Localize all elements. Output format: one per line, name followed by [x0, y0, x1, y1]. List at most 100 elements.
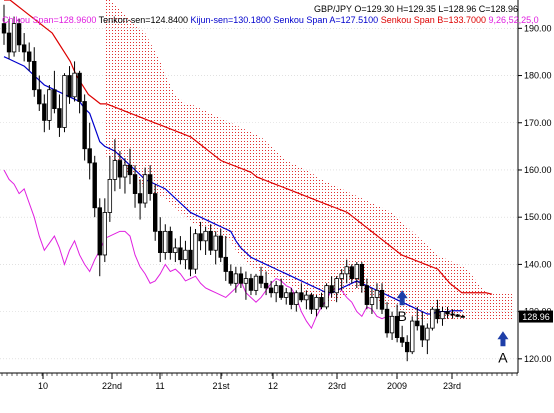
candle	[122, 158, 128, 194]
annotation-label: A	[498, 349, 508, 365]
candle-body	[198, 233, 203, 242]
candle	[258, 266, 264, 289]
y-tick-label: 170.00	[524, 118, 552, 128]
candle-body	[32, 60, 37, 91]
candle	[389, 311, 395, 340]
candle-body	[304, 294, 309, 301]
annotation-label: B	[397, 308, 406, 324]
candle-body	[152, 193, 158, 232]
cloud-area	[104, 0, 514, 322]
candle-body	[430, 308, 435, 329]
candle	[455, 313, 460, 318]
candle-body	[384, 308, 390, 334]
candle-body	[193, 233, 198, 270]
candle	[329, 276, 334, 298]
y-tick-label: 180.00	[524, 71, 552, 81]
candle	[273, 280, 279, 303]
candle-body	[420, 325, 425, 341]
x-tick-label: 2009	[387, 381, 407, 391]
candle-body	[309, 294, 314, 310]
candle-body	[369, 297, 375, 305]
candle	[82, 94, 87, 161]
candle-body	[16, 23, 22, 46]
candle	[278, 278, 284, 300]
x-tick-label: 22nd	[102, 381, 122, 391]
candle	[228, 264, 233, 286]
candle-body	[158, 230, 163, 254]
candle	[460, 314, 465, 318]
candle-body	[339, 273, 344, 279]
symbol-ohlc-readout: GBP/JPY O=129.30 H=129.35 L=128.96 C=128…	[314, 4, 518, 14]
candle-body	[168, 230, 173, 254]
candle-body	[178, 247, 183, 261]
candle	[289, 288, 294, 310]
candle	[243, 271, 249, 300]
candle	[319, 292, 324, 310]
x-tick-label: 23rd	[443, 381, 461, 391]
candle-body	[243, 278, 249, 284]
candle	[233, 266, 239, 293]
candle	[152, 184, 158, 241]
candle	[379, 283, 385, 314]
candle	[1, 4, 7, 45]
y-tick-label: 150.00	[524, 212, 552, 222]
annotation-b: B	[396, 290, 408, 324]
candle-body	[238, 273, 244, 284]
candle	[127, 148, 133, 185]
candle	[299, 283, 304, 303]
candle	[359, 262, 365, 293]
senkou-span-b-line	[4, 0, 493, 295]
candle	[52, 70, 57, 114]
candle-body	[57, 108, 62, 128]
candle	[203, 226, 208, 255]
candle-body	[344, 266, 349, 275]
candle	[178, 236, 183, 265]
candle	[404, 335, 410, 362]
candle	[248, 273, 254, 296]
candle-body	[284, 292, 289, 298]
candle	[394, 304, 400, 343]
candle-body	[188, 249, 193, 270]
candle	[374, 283, 380, 310]
indicator-value: Senkou Span A=127.5100	[271, 15, 378, 25]
candle-body	[183, 249, 188, 261]
candle	[16, 18, 22, 52]
plot-frame	[0, 0, 519, 374]
candle	[263, 271, 269, 296]
candle	[420, 311, 425, 348]
candle	[32, 47, 37, 97]
candle	[294, 290, 299, 312]
candle-body	[142, 174, 148, 204]
candle-body	[87, 148, 92, 164]
candle-body	[440, 311, 445, 320]
candle	[117, 151, 123, 189]
candle-body	[6, 32, 12, 53]
candle-body	[132, 174, 138, 194]
candle	[253, 273, 259, 296]
candle	[168, 226, 173, 260]
candle-body	[394, 315, 400, 338]
x-tick-label: 23rd	[328, 381, 346, 391]
y-axis: 190.00180.00170.00160.00150.00140.00130.…	[518, 23, 553, 364]
x-tick-label: 11	[155, 381, 164, 391]
candle	[97, 198, 102, 277]
candle-body	[21, 44, 27, 53]
candle	[238, 266, 244, 289]
x-tick-label: 21st	[212, 381, 230, 391]
candle-body	[374, 289, 380, 298]
annotation-a: A	[497, 331, 509, 365]
candle	[21, 33, 27, 62]
candle-body	[163, 230, 168, 254]
candle	[410, 316, 415, 355]
y-tick-label: 190.00	[524, 23, 552, 33]
candle-body	[334, 278, 339, 294]
candle	[47, 84, 52, 130]
candle-body	[67, 75, 72, 98]
candle	[173, 238, 178, 263]
candle-body	[278, 285, 284, 298]
up-arrow-icon	[396, 290, 408, 306]
candle-body	[72, 72, 77, 98]
candle-body	[263, 282, 269, 289]
candle-body	[294, 292, 299, 305]
candle	[147, 165, 153, 201]
